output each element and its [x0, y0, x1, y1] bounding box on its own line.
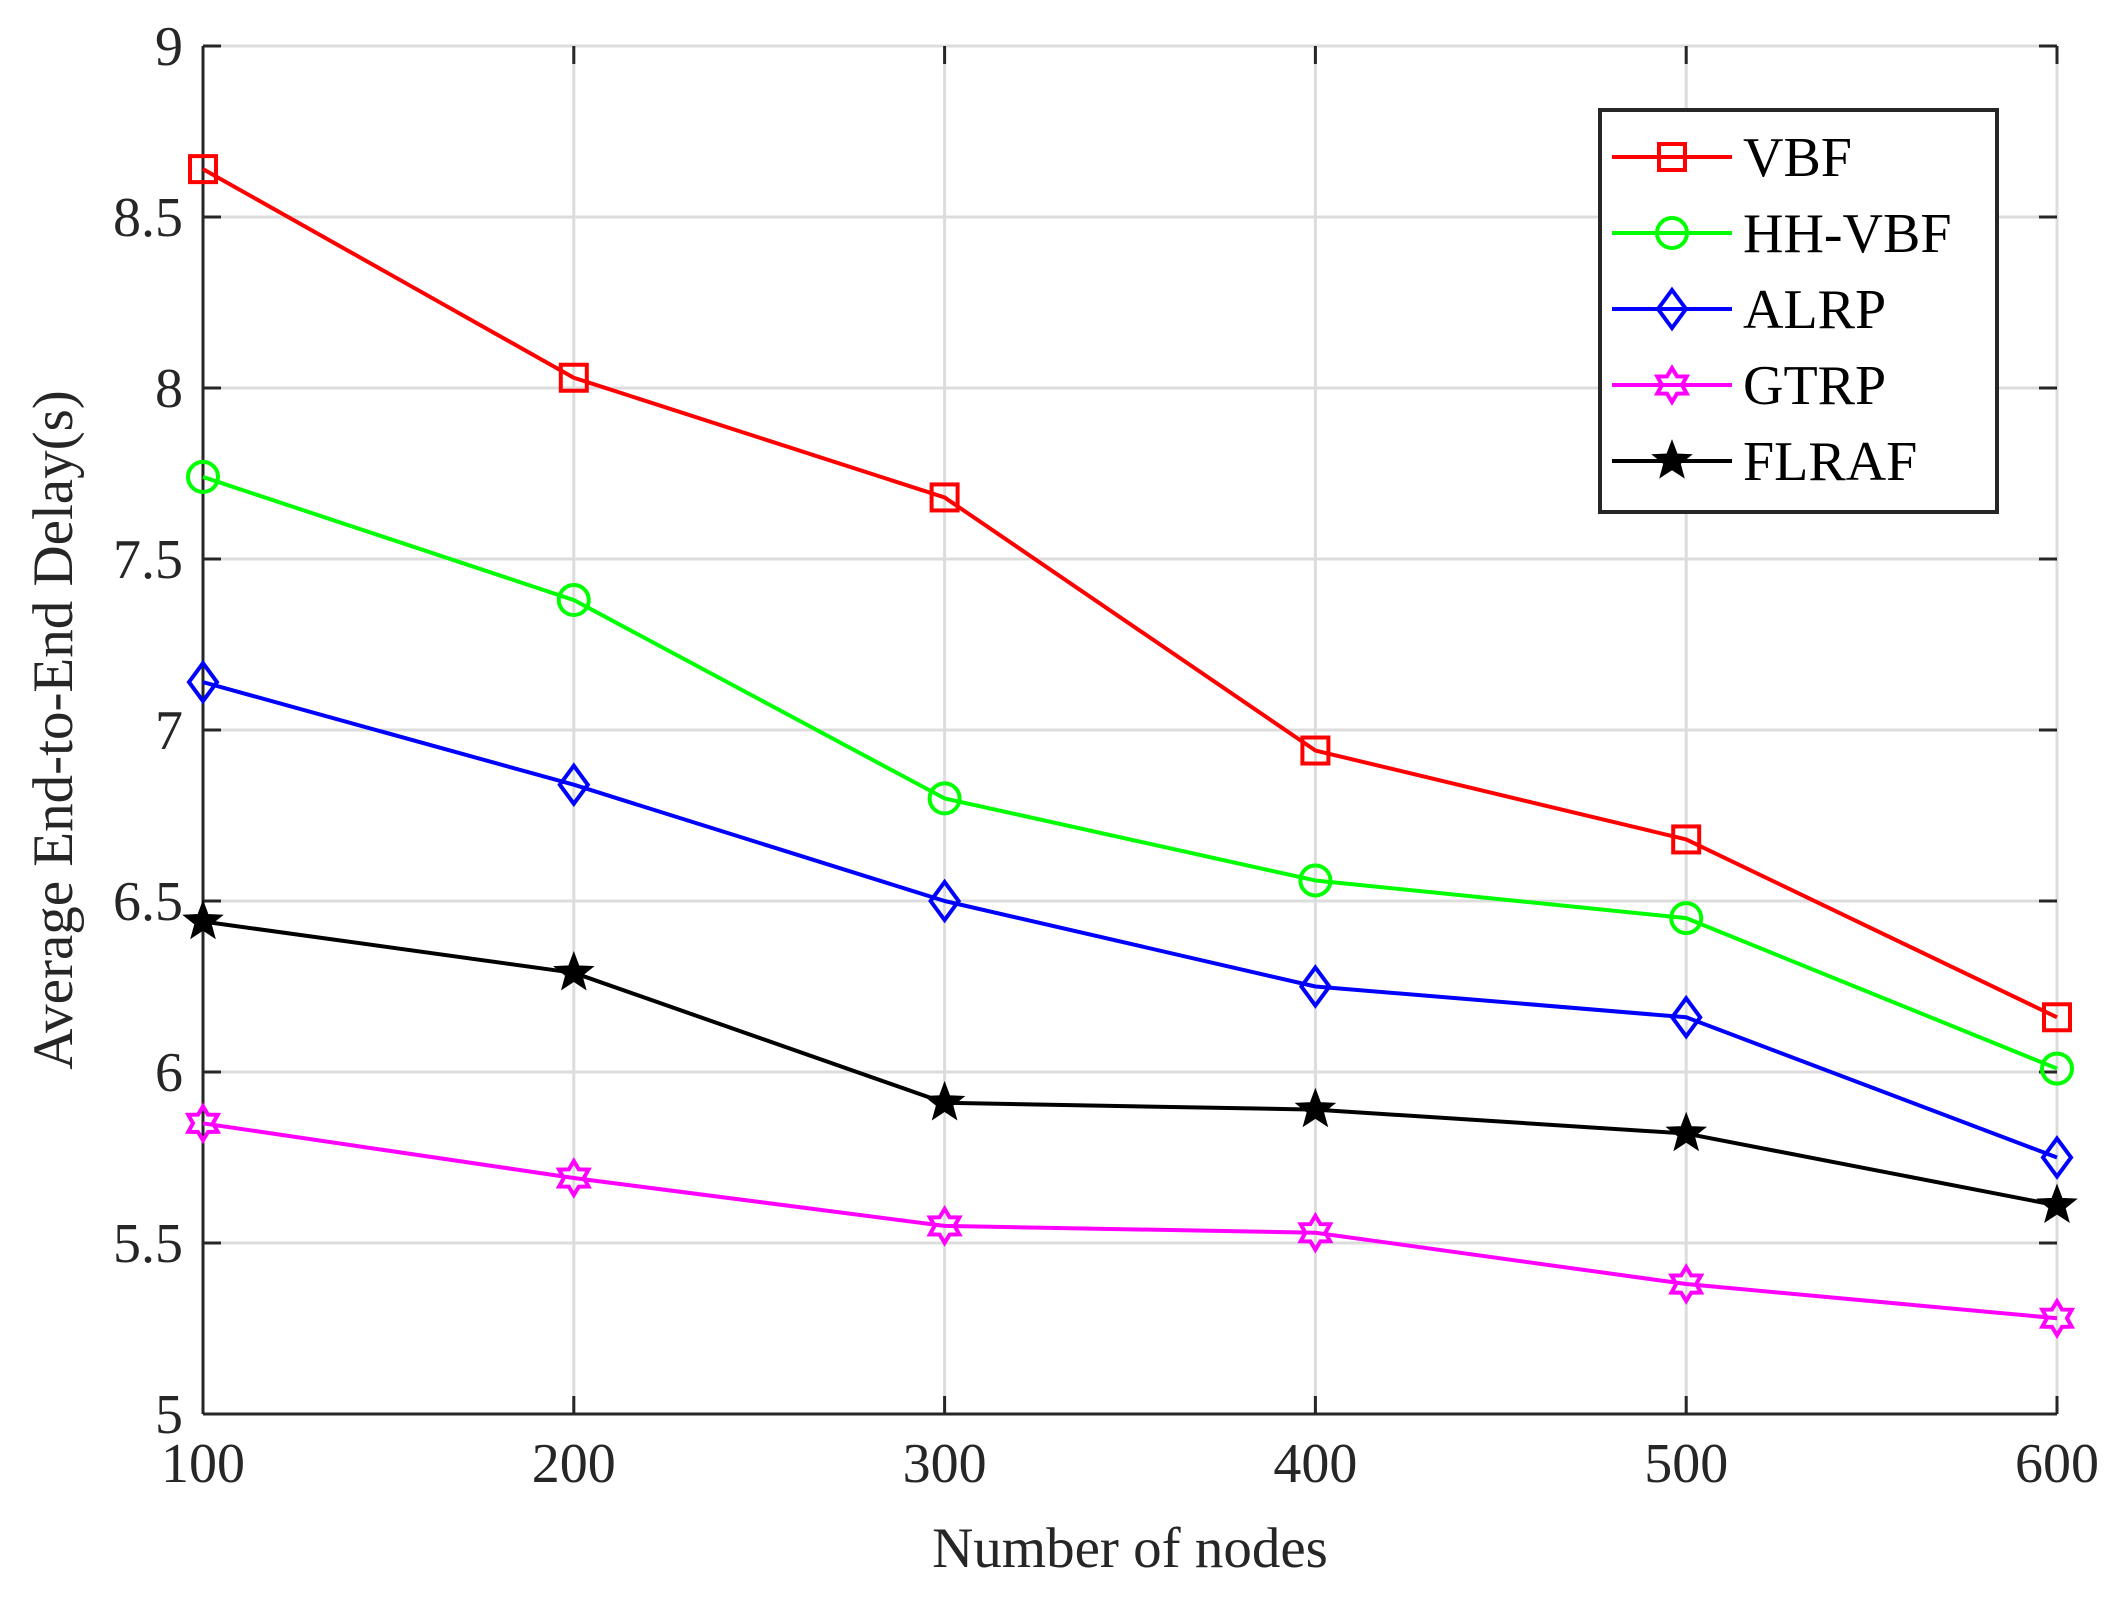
- data-point-vbf: [188, 154, 218, 185]
- y-tick-label: 8.5: [113, 187, 183, 249]
- legend-label-hh-vbf: HH-VBF: [1743, 203, 1951, 265]
- data-point-gtrp: [184, 1102, 222, 1145]
- legend-label-vbf: VBF: [1743, 127, 1852, 189]
- data-point-hh-vbf: [1298, 863, 1333, 898]
- series-line-vbf: [202, 167, 2058, 1020]
- data-point-gtrp: [555, 1157, 592, 1199]
- data-point-vbf: [1300, 735, 1331, 766]
- data-point-gtrp: [1297, 1211, 1334, 1254]
- y-tick-label: 8: [155, 358, 183, 420]
- y-tick-label: 7.5: [113, 529, 183, 591]
- data-point-gtrp: [926, 1205, 963, 1247]
- series-line-flraf: [202, 919, 2058, 1208]
- legend-label-gtrp: GTRP: [1743, 355, 1886, 417]
- x-tick-label: 500: [1644, 1433, 1728, 1495]
- legend-entry-flraf: FLRAF: [1612, 431, 1917, 493]
- data-point-flraf: [2036, 1183, 2078, 1224]
- series-gtrp: [184, 1102, 2076, 1340]
- data-point-vbf: [1671, 824, 1702, 855]
- data-point-alrp: [186, 659, 220, 705]
- legend-marker-vbf: [1657, 142, 1687, 172]
- data-point-flraf: [1294, 1087, 1337, 1128]
- y-tick-label: 6.5: [113, 871, 183, 933]
- data-point-gtrp: [1668, 1263, 1705, 1305]
- legend-entry-gtrp: GTRP: [1612, 355, 1886, 417]
- y-tick-label: 9: [155, 16, 183, 78]
- x-tick-label: 100: [161, 1433, 245, 1495]
- data-point-alrp: [557, 762, 591, 808]
- series-alrp: [186, 659, 2074, 1180]
- legend-marker-flraf: [1651, 439, 1693, 479]
- data-point-alrp: [1298, 964, 1332, 1009]
- legend: VBF HH-VBF ALRP GTRP FLRAF: [1598, 108, 1999, 514]
- y-tick-label: 5.5: [113, 1213, 183, 1275]
- data-point-flraf: [1665, 1111, 1707, 1152]
- legend-marker-hh-vbf: [1655, 216, 1689, 250]
- legend-label-alrp: ALRP: [1743, 279, 1886, 341]
- x-axis-label: Number of nodes: [932, 1517, 1328, 1580]
- x-tick-label: 300: [903, 1433, 987, 1495]
- data-point-gtrp: [2038, 1297, 2076, 1340]
- legend-entry-alrp: ALRP: [1612, 279, 1886, 341]
- y-axis-label: Average End-to-End Delay(s): [22, 390, 85, 1070]
- series-layer: [182, 154, 2078, 1340]
- y-tick-label: 5: [155, 1384, 183, 1446]
- data-point-alrp: [1669, 994, 1703, 1040]
- data-point-flraf: [923, 1080, 966, 1121]
- legend-entry-vbf: VBF: [1612, 127, 1852, 189]
- data-point-vbf: [929, 482, 960, 513]
- legend-entry-hh-vbf: HH-VBF: [1612, 203, 1951, 265]
- data-point-hh-vbf: [556, 583, 591, 618]
- axes: 100 200 300 400 500 600 5 5.5 6 6.5 7 7.5 8 8.5 9: [113, 16, 2099, 1495]
- data-point-vbf: [2042, 1002, 2072, 1033]
- y-tick-label: 6: [155, 1042, 183, 1104]
- data-point-flraf: [182, 899, 224, 940]
- legend-marker-gtrp: [1653, 364, 1691, 406]
- series-vbf: [188, 154, 2072, 1033]
- y-tick-label: 7: [155, 700, 183, 762]
- series-flraf: [182, 899, 2078, 1224]
- data-point-vbf: [558, 362, 589, 393]
- series-hh-vbf: [186, 459, 2074, 1086]
- x-tick-label: 400: [1273, 1433, 1357, 1495]
- data-point-alrp: [2040, 1135, 2074, 1180]
- series-line-hh-vbf: [202, 475, 2058, 1071]
- legend-marker-alrp: [1655, 286, 1689, 332]
- data-point-hh-vbf: [2040, 1051, 2074, 1086]
- data-point-hh-vbf: [186, 459, 220, 494]
- data-point-flraf: [553, 950, 595, 991]
- series-line-alrp: [202, 680, 2058, 1160]
- data-point-hh-vbf: [927, 781, 962, 816]
- data-point-alrp: [928, 878, 962, 924]
- grid: [201, 44, 2059, 1416]
- legend-label-flraf: FLRAF: [1743, 431, 1917, 493]
- x-tick-label: 600: [2015, 1433, 2099, 1495]
- series-line-gtrp: [202, 1121, 2058, 1321]
- x-tick-label: 200: [532, 1433, 616, 1495]
- data-point-hh-vbf: [1669, 901, 1704, 936]
